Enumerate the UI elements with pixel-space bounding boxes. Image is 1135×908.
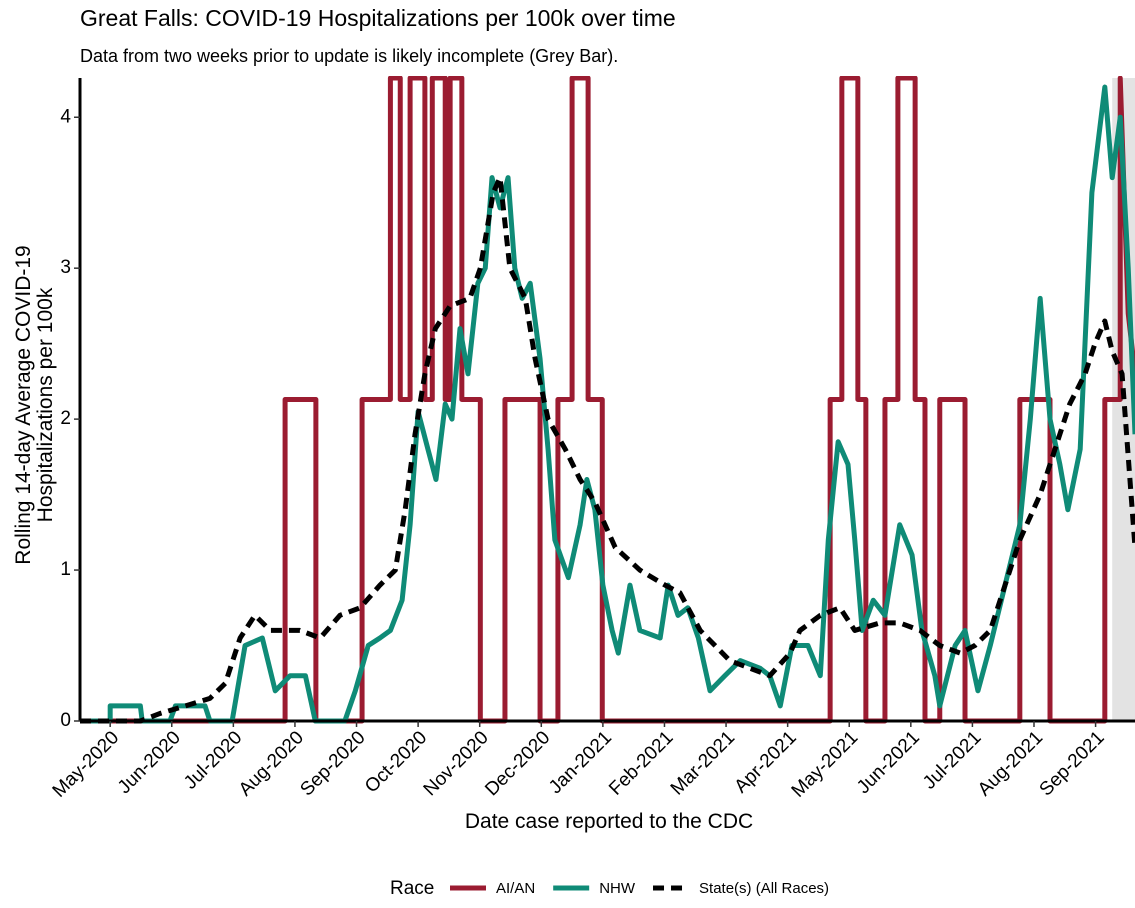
x-tick-label: Jan-2021 [545, 727, 616, 798]
y-tick-label: 1 [60, 559, 71, 580]
x-axis-label: Date case reported to the CDC [465, 810, 753, 833]
line-series [80, 175, 1135, 724]
y-tick-label: 4 [60, 106, 71, 127]
plot-area [80, 76, 1135, 724]
legend-label: NHW [599, 880, 636, 897]
y-tick-label: 3 [60, 257, 71, 278]
x-tick-label: Nov-2020 [420, 727, 493, 800]
legend-title: Race [390, 878, 434, 899]
legend-label: State(s) (All Races) [699, 880, 829, 897]
x-tick-label: May-2020 [49, 727, 124, 802]
chart-title: Great Falls: COVID-19 Hospitalizations p… [80, 5, 676, 31]
y-tick-label: 2 [60, 408, 71, 429]
axes: 01234May-2020Jun-2020Jul-2020Aug-2020Sep… [49, 78, 1135, 802]
x-tick-label: Feb-2021 [605, 727, 677, 799]
x-tick-label: May-2021 [788, 727, 863, 802]
x-tick-label: Aug-2021 [974, 727, 1047, 800]
line-series [80, 76, 1135, 724]
y-tick-label: 0 [60, 710, 71, 731]
x-tick-label: Jun-2020 [114, 727, 185, 798]
x-tick-label: Sep-2020 [296, 727, 369, 800]
y-axis-label: Rolling 14-day Average COVID-19 [12, 245, 35, 564]
line-series [80, 84, 1135, 724]
x-tick-label: Dec-2020 [481, 727, 554, 800]
x-tick-label: Aug-2020 [235, 727, 308, 800]
x-tick-label: Jun-2021 [853, 727, 924, 798]
x-tick-label: Mar-2021 [667, 727, 739, 799]
x-tick-label: Sep-2021 [1036, 727, 1109, 800]
legend: Race AI/AN NHW State(s) (All Races) [390, 878, 829, 899]
legend-label: AI/AN [496, 880, 535, 897]
y-axis-label: Hospitalizations per 100k [34, 287, 57, 522]
chart-subtitle: Data from two weeks prior to update is l… [80, 46, 618, 66]
